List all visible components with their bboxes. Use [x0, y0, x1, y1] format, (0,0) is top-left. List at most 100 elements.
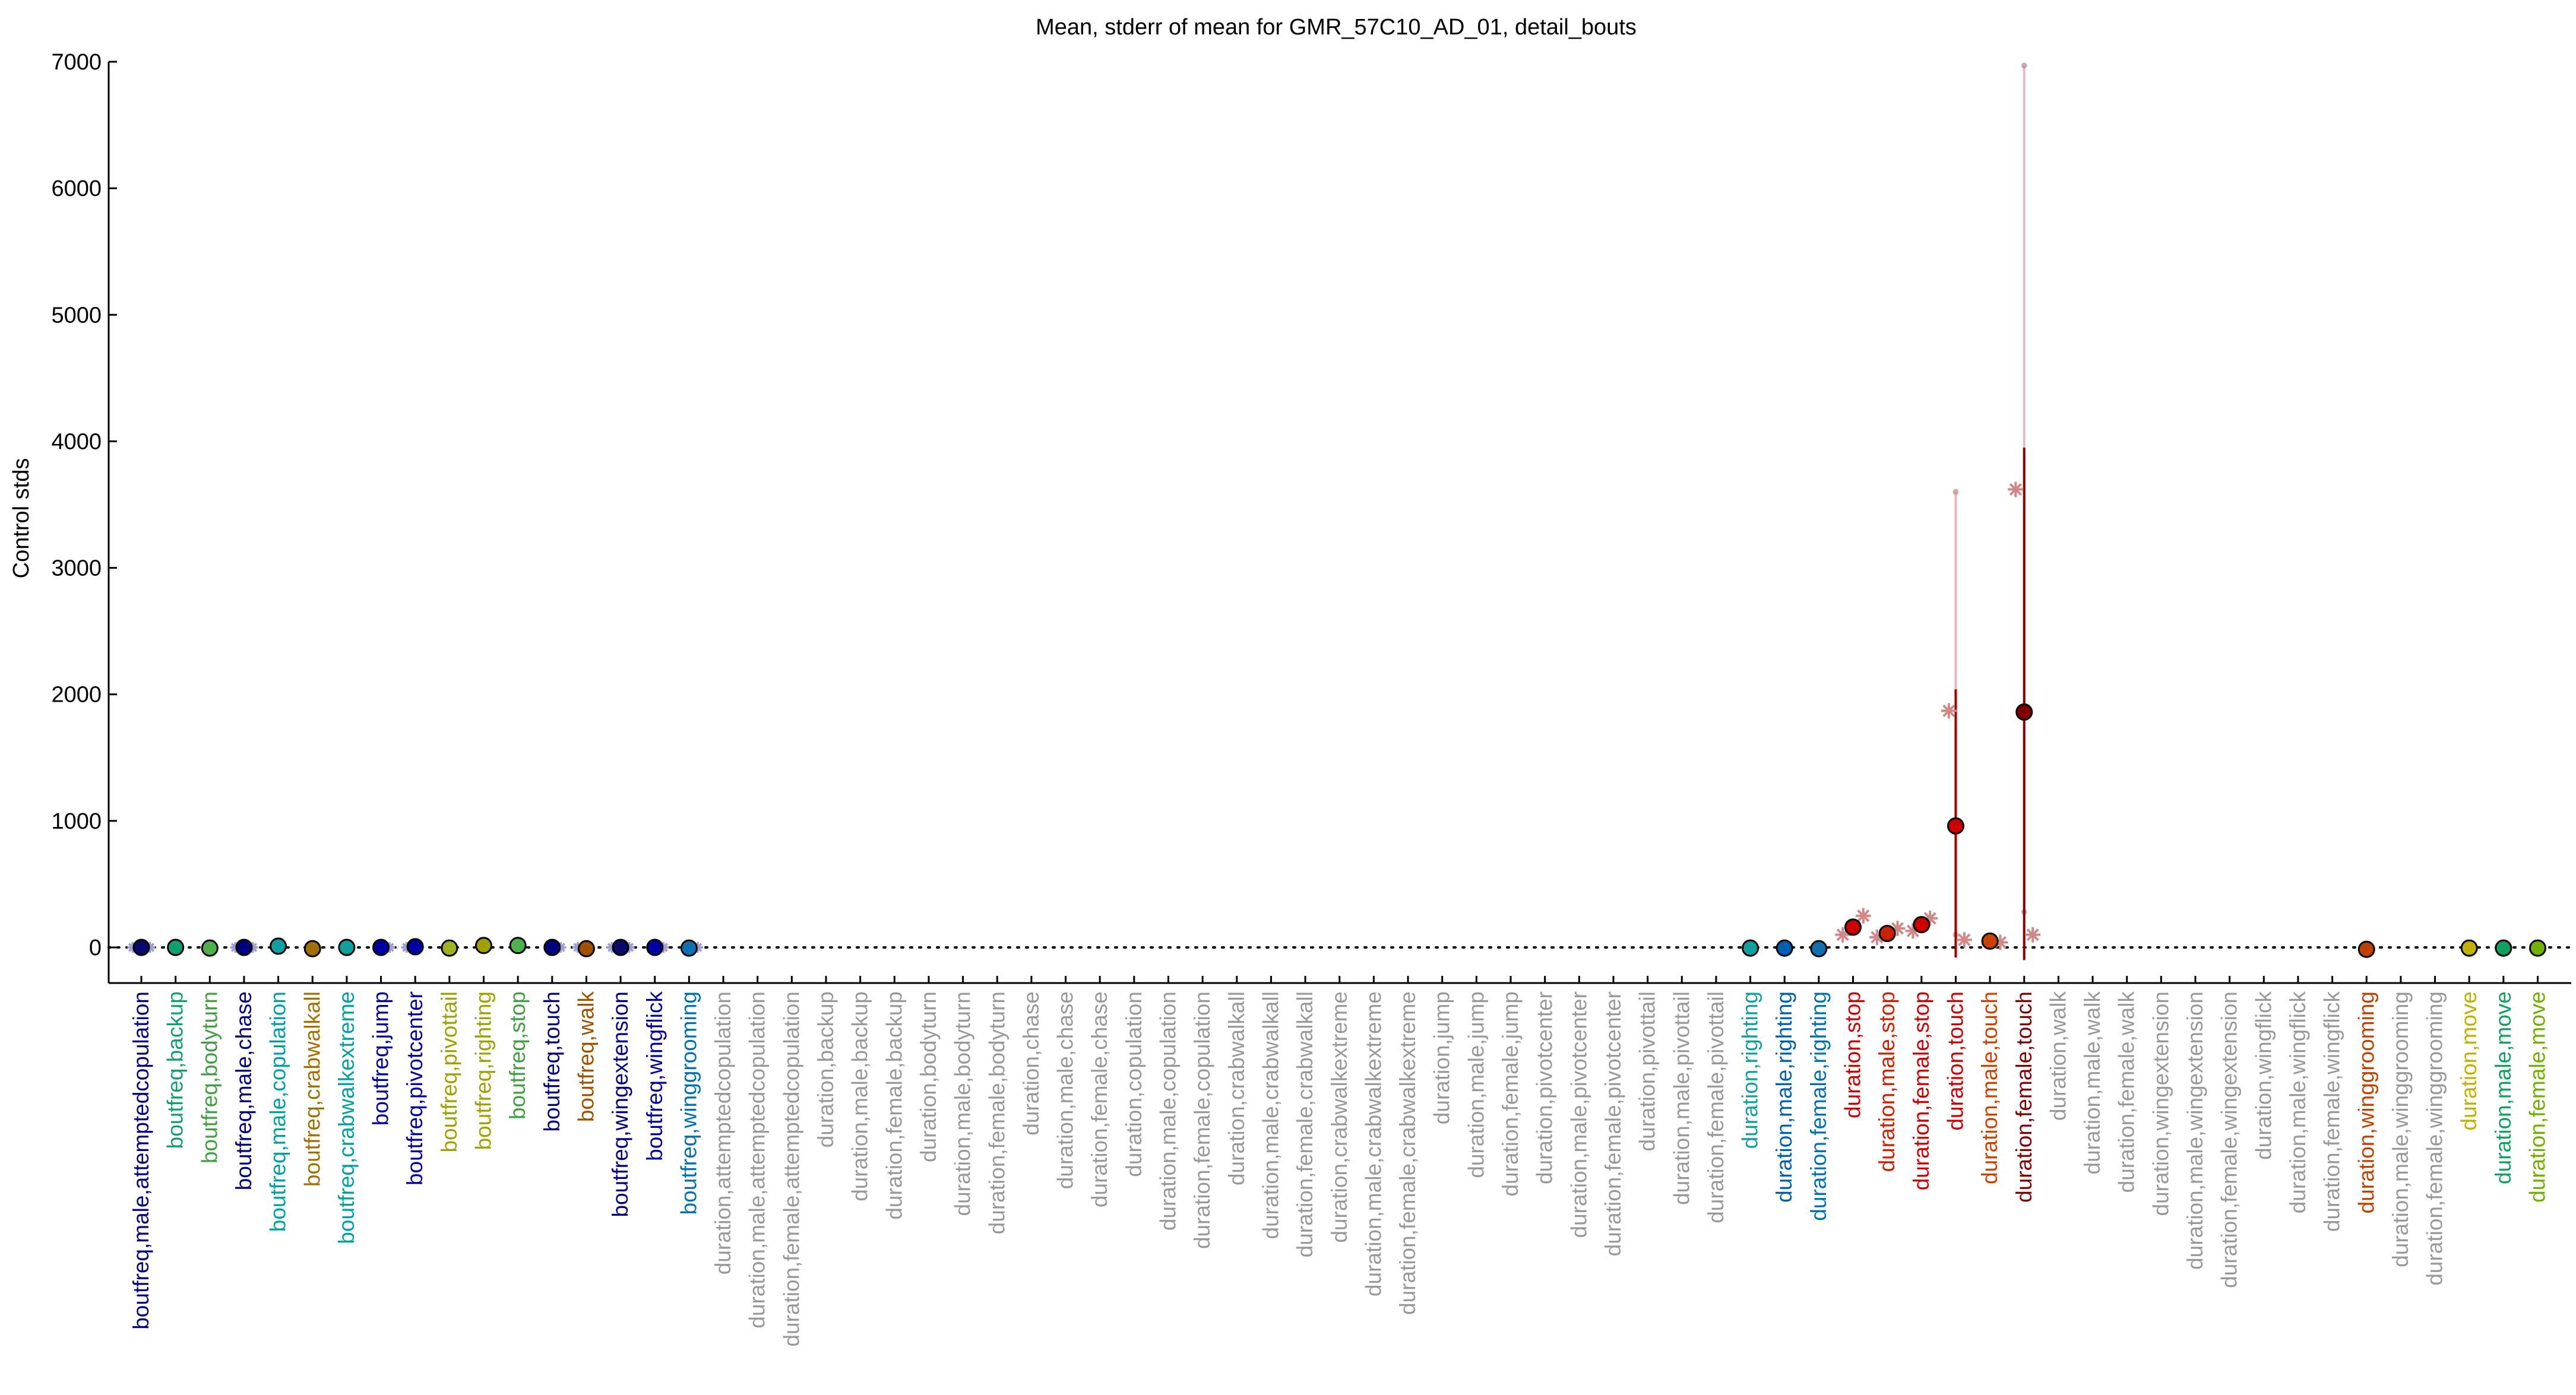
x-tick-label: duration,male,pivottail [1669, 991, 1694, 1205]
x-tick-label: boutfreq,touch [540, 991, 564, 1132]
x-tick-label: boutfreq,stop [505, 991, 530, 1120]
x-tick-label: duration,female,pivottail [1704, 991, 1728, 1223]
mean-point [1844, 918, 1862, 936]
star-stroke [2026, 928, 2039, 941]
x-tick-label: duration,female,jump [1498, 991, 1523, 1197]
x-tick-label: duration,touch [1943, 991, 1967, 1131]
mean-point [577, 940, 595, 958]
x-tick-label: boutfreq,pivottail [437, 991, 461, 1153]
x-tick-label: duration,female,wingflick [2320, 991, 2344, 1232]
x-tick-label: boutfreq,male,chase [232, 991, 256, 1190]
x-tick-label: duration,winggrooming [2354, 991, 2378, 1213]
x-tick-label: duration,female,chase [1087, 991, 1112, 1207]
star-stroke [2009, 483, 2022, 496]
mean-point [303, 940, 321, 958]
x-tick-label: duration,male,jump [1464, 991, 1488, 1178]
mean-point [338, 939, 356, 956]
x-tick-label: duration,male,wingextension [2183, 991, 2207, 1270]
x-tick-label: duration,jump [1430, 991, 1454, 1124]
x-tick-label: duration,female,walk [2115, 991, 2139, 1193]
x-tick-label: duration,male,touch [1977, 991, 2002, 1184]
mean-point [1776, 939, 1793, 957]
star-stroke [1942, 704, 1955, 718]
x-tick-label: duration,male,winggrooming [2388, 991, 2413, 1267]
x-tick-label: duration,male,crabwalkall [1258, 991, 1283, 1239]
x-tick-labels: boutfreq,male,attemptedcopulation boutfre… [129, 976, 2550, 1347]
x-tick-label: boutfreq,wingflick [643, 991, 667, 1161]
y-ticks: 0 1000 2000 3000 4000 5000 6000 7000 [51, 50, 117, 960]
mean-point [1742, 939, 1759, 957]
x-tick-label: duration,female,pivotcenter [1601, 991, 1625, 1256]
y-tick-label: 0 [89, 936, 102, 960]
mean-point [235, 939, 253, 956]
x-tick-label: duration,female,crabwalkextreme [1395, 991, 1420, 1315]
x-tick-label: duration,female,righting [1806, 991, 1831, 1221]
star-marker [1956, 932, 1972, 948]
mean-point [2357, 940, 2375, 958]
x-tick-label: boutfreq,pivotcenter [403, 991, 427, 1185]
star-stroke [1857, 909, 1870, 922]
x-tick-label: duration,male,stop [1875, 991, 1899, 1172]
x-tick-label: duration,female,crabwalkall [1293, 991, 1317, 1257]
x-tick-label: duration,female,stop [1909, 991, 1933, 1190]
x-tick-label: duration,crabwalkall [1224, 991, 1249, 1185]
chart-title: Mean, stderr of mean for GMR_57C10_AD_01… [1036, 15, 1637, 40]
x-tick-label: boutfreq,crabwalkextreme [334, 991, 359, 1244]
y-tick-label: 5000 [51, 303, 102, 328]
x-tick-label: duration,male,bodyturn [951, 991, 975, 1216]
x-tick-label: duration,male,backup [848, 991, 872, 1201]
x-tick-label: duration,crabwalkextreme [1327, 991, 1352, 1243]
x-tick-label: boutfreq,walk [574, 991, 598, 1123]
mean-point [509, 937, 527, 955]
mean-point [167, 939, 185, 956]
x-tick-label: duration,female,attemptedcopulation [779, 991, 803, 1347]
x-tick-label: duration,righting [1738, 991, 1762, 1149]
light-range-bars [1952, 62, 2027, 938]
mean-point [612, 939, 629, 956]
mean-points [132, 703, 2546, 958]
y-tick-label: 7000 [51, 50, 102, 75]
x-tick-label: boutfreq,male,copulation [266, 991, 290, 1232]
x-tick-label: duration,chase [1019, 991, 1043, 1136]
mean-point [543, 939, 561, 956]
x-tick-label: duration,backup [814, 991, 838, 1147]
mean-point [2529, 939, 2546, 957]
mean-point [2015, 703, 2033, 721]
x-tick-label: boutfreq,wingextension [608, 991, 632, 1218]
stderr-bars [1954, 448, 2026, 960]
y-tick-label: 2000 [51, 683, 102, 708]
x-tick-label: duration,male,copulation [1156, 991, 1181, 1231]
x-tick-label: duration,female,move [2526, 991, 2550, 1203]
star-stroke [1958, 933, 1971, 946]
y-tick-label: 3000 [51, 556, 102, 581]
x-tick-label: duration,pivottail [1635, 991, 1660, 1151]
x-tick-label: duration,female,backup [882, 991, 906, 1220]
x-tick-label: duration,female,wingextension [2217, 991, 2242, 1288]
x-tick-label: boutfreq,righting [471, 991, 496, 1150]
y-tick-label: 1000 [51, 809, 102, 834]
mean-point [680, 939, 698, 957]
x-tick-label: boutfreq,male,attemptedcopulation [129, 991, 153, 1330]
range-bar-end [1952, 489, 1959, 495]
x-tick-label: duration,attemptedcopulation [711, 991, 735, 1274]
mean-point [270, 937, 287, 955]
x-tick-label: duration,female,touch [2012, 991, 2036, 1203]
x-tick-label: boutfreq,winggrooming [676, 991, 701, 1215]
x-tick-label: duration,female,bodyturn [985, 991, 1009, 1234]
range-bar-end [2021, 62, 2027, 69]
mean-point [646, 939, 664, 956]
x-tick-label: duration,walk [2046, 991, 2070, 1121]
mean-point [1878, 925, 1896, 943]
x-tick-label: duration,male,crabwalkextreme [1361, 991, 1385, 1296]
star-marker [2008, 481, 2024, 497]
x-tick-label: boutfreq,backup [163, 991, 188, 1149]
x-tick-label: duration,wingflick [2251, 991, 2276, 1160]
x-tick-label: duration,copulation [1122, 991, 1146, 1177]
x-tick-label: boutfreq,crabwalkall [300, 991, 324, 1187]
mean-point [1913, 916, 1931, 934]
mean-point [372, 939, 390, 956]
x-tick-label: duration,stop [1841, 991, 1865, 1118]
x-tick-label: duration,move [2457, 991, 2481, 1130]
mean-point [1981, 932, 1999, 950]
